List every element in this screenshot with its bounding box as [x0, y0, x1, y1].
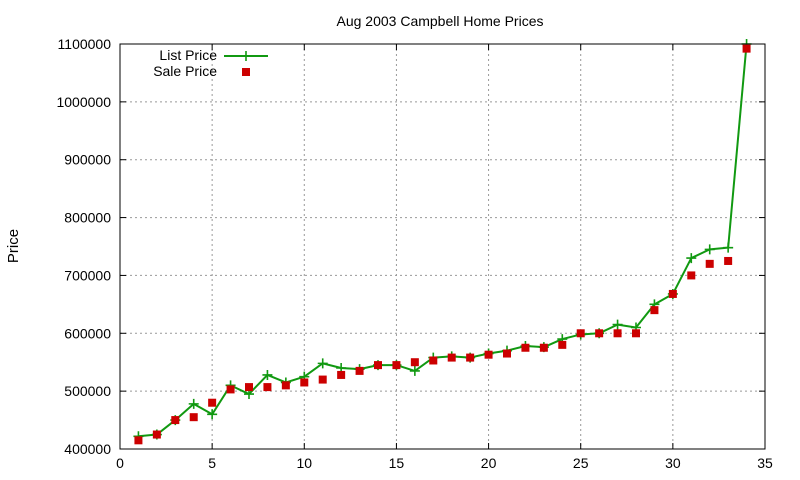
y-tick-label: 600000 — [64, 325, 111, 341]
y-tick-label: 700000 — [64, 267, 111, 283]
sale-price-point — [318, 375, 327, 384]
sale-price-point — [576, 329, 585, 338]
sale-price-point — [558, 340, 567, 349]
sale-price-point — [226, 385, 235, 394]
sale-price-point — [539, 343, 548, 352]
legend-marker-sale-price — [242, 68, 250, 76]
sale-price-point — [595, 329, 604, 338]
y-tick-label: 1100000 — [58, 36, 112, 52]
list-price-point — [686, 253, 697, 264]
y-tick-label: 800000 — [64, 210, 111, 226]
series-layer — [133, 39, 752, 445]
sale-price-point — [429, 356, 438, 365]
sale-price-point — [650, 306, 659, 315]
list-price-point — [262, 369, 273, 380]
sale-price-point — [632, 329, 640, 338]
sale-price-point — [300, 378, 309, 387]
y-tick-label: 1000000 — [56, 94, 111, 110]
list-price-point — [188, 398, 199, 409]
legend-label-sale-price: Sale Price — [153, 63, 217, 79]
sale-price-point — [392, 361, 401, 370]
y-tick-label: 400000 — [64, 441, 111, 457]
list-price-point — [704, 244, 715, 255]
x-tick-label: 15 — [389, 455, 405, 471]
chart-title: Aug 2003 Campbell Home Prices — [337, 13, 544, 29]
plot-frame — [119, 43, 766, 450]
tick-layer: 0 5 10 15 20 25 30 35 400000 500000 600000 700000 80… — [56, 36, 773, 471]
sale-price-point — [613, 329, 622, 338]
sale-price-point — [521, 343, 530, 352]
sale-price-point — [705, 259, 714, 268]
sale-price-point — [171, 416, 180, 425]
sale-price-point — [374, 361, 382, 370]
x-tick-label: 10 — [296, 455, 312, 471]
list-price-point — [612, 319, 623, 330]
sale-price-point — [503, 349, 511, 358]
sale-price-point — [281, 381, 290, 390]
grid-layer — [120, 44, 765, 449]
sale-price-point — [742, 44, 751, 53]
x-tick-label: 0 — [116, 455, 124, 471]
sale-price-point — [152, 430, 161, 439]
series-line-list-price — [138, 43, 748, 438]
sale-price-point — [263, 383, 272, 392]
x-tick-label: 35 — [757, 455, 773, 471]
x-tick-label: 30 — [665, 455, 681, 471]
y-tick-label: 900000 — [64, 152, 111, 168]
sale-price-point — [410, 358, 419, 367]
y-tick-label: 500000 — [64, 383, 111, 399]
sale-price-point — [668, 289, 677, 298]
list-price-point — [207, 409, 218, 420]
sale-price-point — [466, 353, 475, 362]
y-axis-label: Price — [5, 229, 22, 263]
list-price-point — [317, 358, 328, 369]
sale-price-point — [447, 353, 456, 362]
sale-price-point — [245, 383, 253, 392]
list-price-point — [723, 242, 734, 253]
sale-price-point — [337, 370, 346, 379]
legend: List Price Sale Price — [153, 47, 268, 79]
sale-price-point — [687, 271, 696, 280]
x-tick-label: 25 — [573, 455, 589, 471]
sale-price-point — [134, 436, 143, 445]
sale-price-point — [355, 366, 364, 375]
x-tick-label: 20 — [481, 455, 497, 471]
sale-price-point — [484, 350, 493, 359]
legend-label-list-price: List Price — [159, 47, 217, 63]
legend-marker-list-price — [241, 51, 251, 61]
list-price-point — [409, 365, 420, 376]
sale-price-point — [189, 413, 198, 422]
x-tick-label: 5 — [208, 455, 216, 471]
sale-price-point — [208, 398, 217, 407]
sale-price-point — [724, 256, 733, 265]
